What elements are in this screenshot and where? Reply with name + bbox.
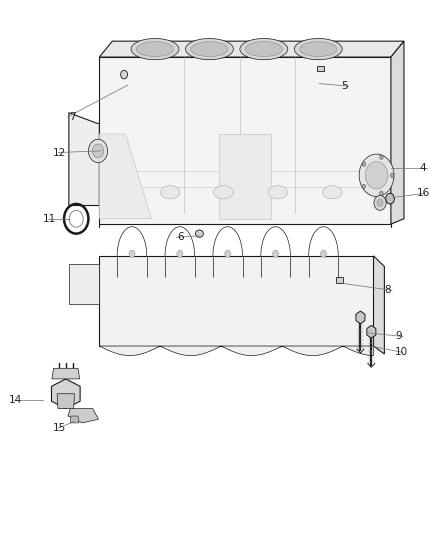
Text: 8: 8 (385, 285, 391, 295)
Text: 12: 12 (53, 148, 66, 158)
Text: 14: 14 (9, 395, 22, 405)
Polygon shape (57, 394, 74, 409)
Ellipse shape (214, 185, 233, 199)
Ellipse shape (300, 42, 337, 56)
Text: 7: 7 (69, 112, 75, 122)
Ellipse shape (240, 38, 288, 60)
Ellipse shape (268, 185, 288, 199)
Circle shape (380, 155, 383, 159)
Text: 15: 15 (53, 423, 66, 433)
Circle shape (391, 173, 394, 177)
Ellipse shape (191, 42, 228, 56)
Ellipse shape (160, 185, 180, 199)
Circle shape (362, 184, 366, 189)
Circle shape (88, 139, 108, 163)
Circle shape (225, 250, 231, 257)
Text: 9: 9 (395, 332, 402, 342)
Circle shape (129, 250, 135, 257)
Polygon shape (367, 325, 376, 338)
Polygon shape (70, 416, 79, 423)
Circle shape (380, 191, 383, 196)
Circle shape (92, 144, 104, 158)
Text: 10: 10 (395, 348, 408, 358)
Polygon shape (52, 379, 80, 409)
Ellipse shape (195, 230, 203, 237)
Circle shape (120, 70, 127, 79)
Polygon shape (69, 113, 99, 206)
Polygon shape (356, 311, 365, 324)
Polygon shape (68, 409, 99, 423)
Polygon shape (99, 256, 374, 346)
Polygon shape (318, 66, 324, 71)
Polygon shape (99, 41, 404, 57)
Polygon shape (219, 134, 271, 219)
Circle shape (272, 250, 279, 257)
Polygon shape (99, 57, 391, 224)
Text: 16: 16 (417, 188, 430, 198)
Circle shape (365, 161, 388, 189)
Polygon shape (69, 264, 99, 304)
Ellipse shape (131, 38, 179, 60)
Circle shape (386, 193, 394, 204)
Circle shape (362, 162, 366, 166)
Polygon shape (391, 41, 404, 224)
Text: 5: 5 (341, 81, 347, 91)
Polygon shape (99, 346, 374, 356)
Ellipse shape (294, 38, 342, 60)
Circle shape (177, 250, 183, 257)
Polygon shape (52, 368, 80, 379)
Circle shape (374, 196, 386, 211)
Polygon shape (374, 256, 385, 354)
Text: 6: 6 (177, 232, 184, 243)
Circle shape (359, 154, 394, 197)
Circle shape (321, 250, 326, 257)
Text: 4: 4 (419, 164, 426, 173)
Circle shape (377, 199, 383, 207)
Polygon shape (99, 134, 152, 219)
Ellipse shape (322, 185, 342, 199)
Ellipse shape (137, 42, 173, 56)
Text: 11: 11 (42, 214, 56, 224)
Polygon shape (336, 277, 343, 284)
Ellipse shape (185, 38, 233, 60)
Ellipse shape (245, 42, 283, 56)
